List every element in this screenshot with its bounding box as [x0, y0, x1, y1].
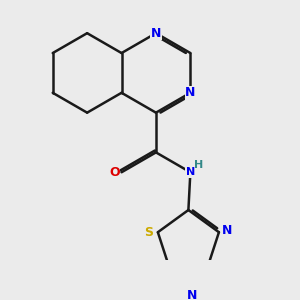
Text: N: N	[185, 86, 196, 99]
Text: N: N	[186, 167, 195, 177]
Text: N: N	[187, 290, 197, 300]
Text: N: N	[151, 27, 161, 40]
Text: N: N	[222, 224, 232, 237]
Text: O: O	[109, 166, 120, 179]
Text: H: H	[194, 160, 204, 170]
Text: S: S	[145, 226, 154, 239]
